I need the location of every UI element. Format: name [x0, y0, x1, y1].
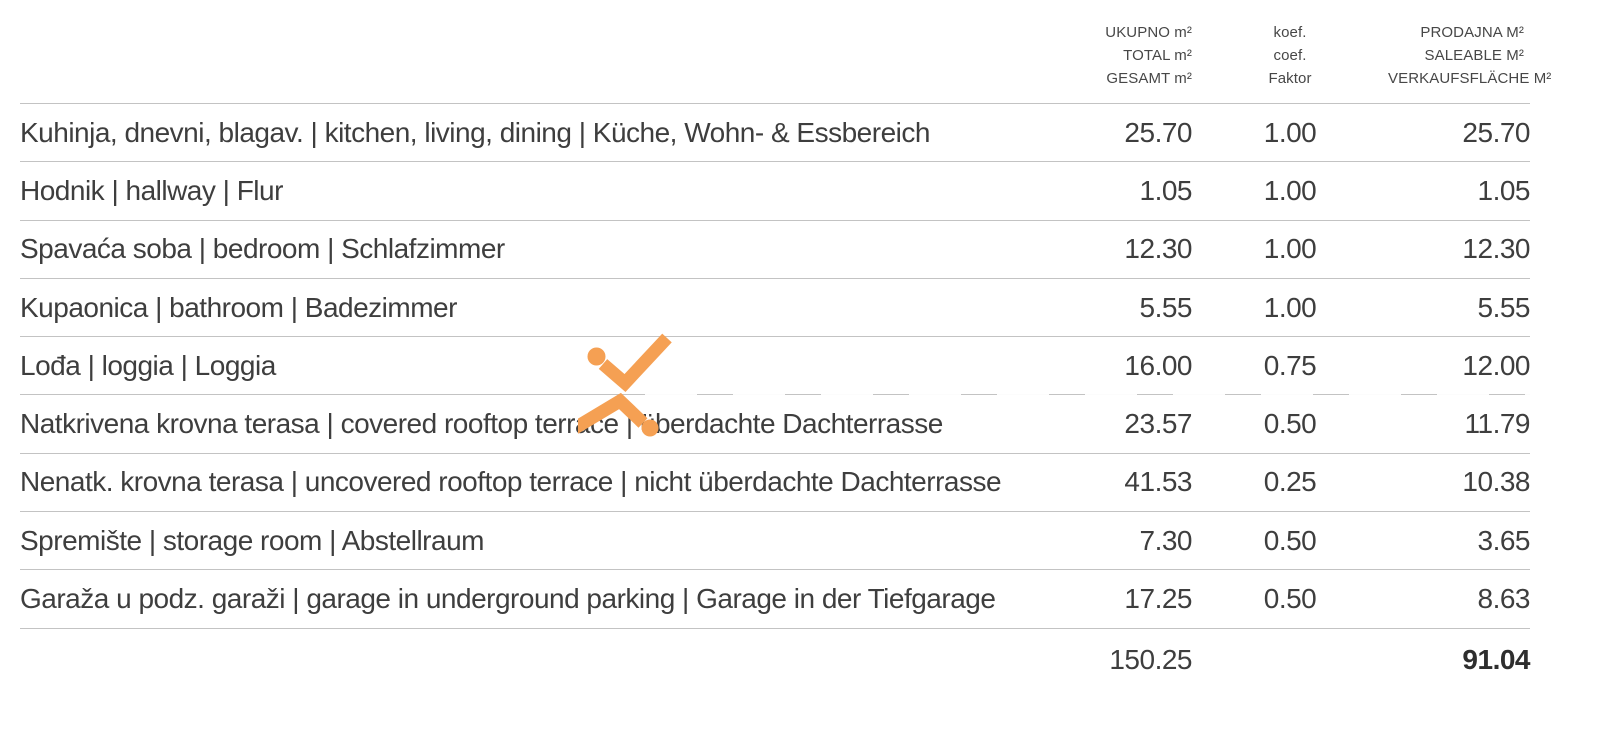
header-saleable-de: VERKAUFSFLÄCHE M² [1388, 70, 1552, 87]
row-coef-value: 1.00 [1263, 233, 1317, 265]
row-coef-value: 1.00 [1263, 116, 1317, 148]
row-coef-value: 1.00 [1263, 291, 1317, 323]
row-total-value: 5.55 [1139, 291, 1193, 323]
header-coef-de: Faktor [1268, 70, 1312, 87]
row-coef-value: 1.00 [1263, 174, 1317, 206]
row-total-value: 7.30 [1139, 524, 1193, 556]
header-total-en: TOTAL m² [1123, 47, 1192, 64]
row-label: Spremište | storage room | Abstellraum [20, 524, 484, 556]
row-total-value: 25.70 [1124, 116, 1192, 148]
row-label: Nenatk. krovna terasa | uncovered roofto… [20, 466, 1002, 498]
row-saleable-value: 12.00 [1462, 349, 1530, 381]
header-coef-column: koef. coef. Faktor [1192, 21, 1388, 103]
header-coef-en: coef. [1273, 47, 1307, 64]
row-coef-value: 0.50 [1263, 583, 1317, 615]
row-label: Garaža u podz. garaži | garage in underg… [20, 583, 996, 615]
header-saleable-hr: PRODAJNA M² [1420, 24, 1524, 41]
row-coef-value: 0.25 [1263, 466, 1317, 498]
row-coef-value: 0.50 [1263, 408, 1317, 440]
header-saleable-en: SALEABLE M² [1424, 47, 1524, 64]
table-row: Spremište | storage room | Abstellraum 7… [20, 511, 1531, 569]
table-header: UKUPNO m² TOTAL m² GESAMT m² koef. coef.… [20, 0, 1552, 103]
row-saleable-value: 10.38 [1462, 466, 1530, 498]
row-saleable-value: 3.65 [1477, 524, 1531, 556]
table-body: Kuhinja, dnevni, blagav. | kitchen, livi… [20, 103, 1531, 628]
totals-total-value: 150.25 [1109, 643, 1192, 675]
row-saleable-value: 11.79 [1464, 408, 1531, 440]
table-row: Lođa | loggia | Loggia 16.00 0.75 12.00 [20, 336, 1531, 394]
row-saleable-value: 5.55 [1477, 291, 1531, 323]
header-total-de: GESAMT m² [1106, 70, 1192, 87]
row-total-value: 17.25 [1124, 583, 1192, 615]
row-total-value: 41.53 [1124, 466, 1192, 498]
row-total-value: 12.30 [1124, 233, 1192, 265]
table-row: Kuhinja, dnevni, blagav. | kitchen, livi… [20, 103, 1531, 161]
totals-saleable-value: 91.04 [1462, 643, 1530, 675]
header-total-column: UKUPNO m² TOTAL m² GESAMT m² [1060, 21, 1192, 103]
area-table: UKUPNO m² TOTAL m² GESAMT m² koef. coef.… [20, 0, 1552, 691]
totals-row: 150.25 91.04 [20, 627, 1531, 691]
table-row: Spavaća soba | bedroom | Schlafzimmer 12… [20, 219, 1531, 278]
header-total-hr: UKUPNO m² [1105, 24, 1192, 41]
row-total-value: 1.05 [1139, 174, 1193, 206]
row-label: Natkrivena krovna terasa | covered rooft… [20, 408, 943, 440]
table-row: Nenatk. krovna terasa | uncovered roofto… [20, 452, 1531, 511]
row-saleable-value: 12.30 [1462, 233, 1530, 265]
row-coef-value: 0.50 [1263, 524, 1317, 556]
row-total-value: 23.57 [1124, 408, 1192, 440]
row-label: Lođa | loggia | Loggia [20, 349, 276, 381]
header-coef-hr: koef. [1273, 24, 1307, 41]
header-room-column [20, 21, 1060, 103]
table-row: Hodnik | hallway | Flur 1.05 1.00 1.05 [20, 161, 1531, 219]
row-label: Kupaonica | bathroom | Badezimmer [20, 291, 457, 323]
table-row: Natkrivena krovna terasa | covered rooft… [20, 394, 1531, 452]
row-label: Hodnik | hallway | Flur [20, 174, 283, 206]
row-saleable-value: 1.05 [1477, 174, 1531, 206]
row-label: Spavaća soba | bedroom | Schlafzimmer [20, 233, 505, 265]
table-row: Garaža u podz. garaži | garage in underg… [20, 569, 1531, 627]
row-coef-value: 0.75 [1263, 349, 1317, 381]
row-saleable-value: 8.63 [1477, 583, 1531, 615]
row-total-value: 16.00 [1124, 349, 1192, 381]
table-row: Kupaonica | bathroom | Badezimmer 5.55 1… [20, 277, 1531, 336]
header-saleable-column: PRODAJNA M² SALEABLE M² VERKAUFSFLÄCHE M… [1388, 21, 1552, 103]
row-saleable-value: 25.70 [1462, 116, 1530, 148]
row-label: Kuhinja, dnevni, blagav. | kitchen, livi… [20, 116, 930, 148]
